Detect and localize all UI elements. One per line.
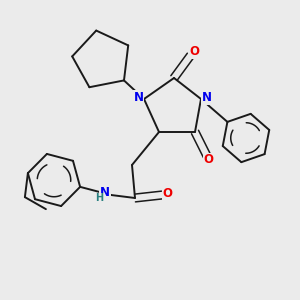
- Text: O: O: [203, 153, 214, 167]
- Text: N: N: [134, 91, 144, 104]
- Text: H: H: [95, 193, 103, 203]
- Text: N: N: [100, 185, 110, 199]
- Text: O: O: [162, 187, 172, 200]
- Text: O: O: [189, 45, 199, 58]
- Text: N: N: [201, 91, 212, 104]
